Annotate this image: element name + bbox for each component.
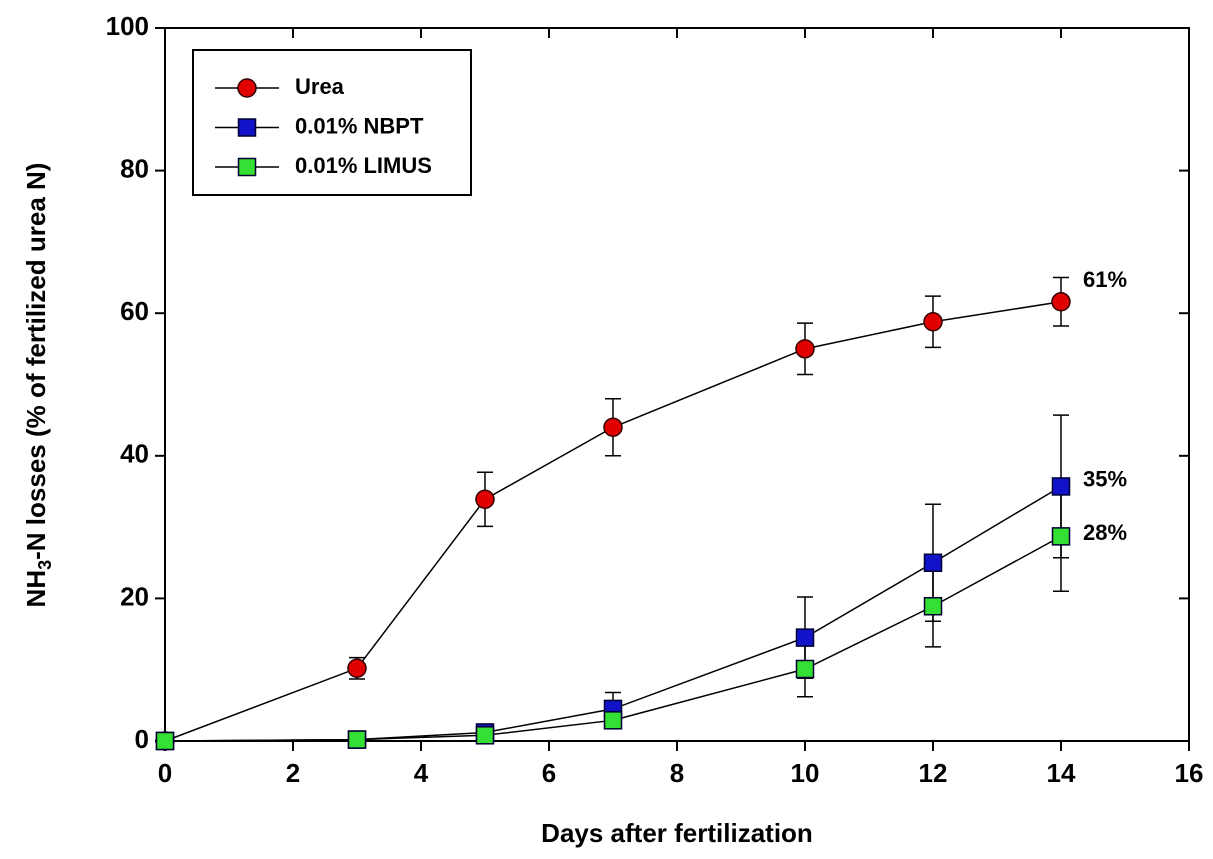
- data-point: [1051, 292, 1071, 312]
- series-line: [164, 301, 1062, 742]
- annotation: 61%: [1083, 267, 1127, 292]
- annotation: 35%: [1083, 467, 1127, 492]
- annotation: 28%: [1083, 520, 1127, 545]
- y-label-rest: -N losses (% of fertilized urea N): [21, 163, 51, 560]
- x-tick-label: 4: [414, 758, 429, 788]
- legend-label: Urea: [295, 74, 345, 99]
- data-point: [475, 726, 495, 745]
- data-point: [923, 553, 943, 572]
- y-tick-label: 80: [120, 153, 149, 183]
- x-tick-label: 14: [1047, 758, 1076, 788]
- data-point: [475, 489, 495, 510]
- data-point: [603, 711, 623, 730]
- x-tick-label: 12: [919, 758, 948, 788]
- data-point: [795, 659, 815, 679]
- x-tick-label: 6: [542, 758, 556, 788]
- legend-marker: [237, 157, 257, 177]
- x-tick-label: 0: [158, 758, 172, 788]
- data-point: [795, 628, 815, 647]
- legend-label: 0.01% LIMUS: [295, 153, 432, 178]
- legend-label: 0.01% NBPT: [295, 113, 424, 138]
- x-tick-label: 16: [1175, 758, 1204, 788]
- x-axis-label: Days after fertilization: [541, 818, 813, 848]
- x-tick-label: 8: [670, 758, 684, 788]
- y-tick-label: 0: [135, 724, 149, 754]
- y-label-sub: 3: [35, 560, 55, 570]
- data-point: [1051, 527, 1071, 546]
- x-tick-label: 10: [791, 758, 820, 788]
- x-tick-label: 2: [286, 758, 300, 788]
- data-point: [923, 312, 943, 332]
- data-point: [923, 596, 943, 616]
- y-tick-label: 20: [120, 581, 149, 611]
- y-tick-label: 100: [106, 11, 149, 41]
- y-tick-label: 60: [120, 296, 149, 326]
- y-axis-label: NH3-N losses (% of fertilized urea N): [21, 163, 55, 608]
- data-point: [795, 339, 815, 359]
- data-point: [155, 731, 175, 751]
- data-point: [1051, 477, 1071, 496]
- legend-marker: [237, 78, 257, 98]
- y-tick-label: 40: [120, 439, 149, 469]
- legend-marker: [237, 118, 257, 137]
- y-label-main: NH: [21, 570, 51, 608]
- data-point: [347, 730, 367, 749]
- data-point: [603, 417, 623, 438]
- data-point: [347, 658, 367, 679]
